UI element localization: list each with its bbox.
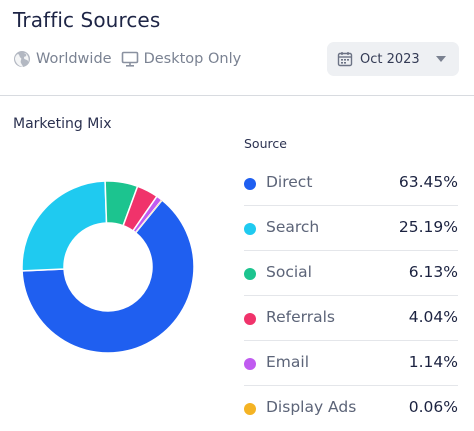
filter-label: Desktop Only — [143, 51, 242, 67]
divider — [0, 95, 474, 96]
globe-icon — [14, 51, 30, 67]
slice-search[interactable] — [21, 180, 108, 272]
filter-bar: Worldwide Desktop Only — [13, 48, 241, 70]
page-title: Traffic Sources — [13, 8, 161, 32]
slice-direct[interactable] — [21, 199, 195, 354]
legend-label: Search — [266, 218, 320, 236]
legend-row[interactable]: Social 6.13% — [244, 251, 458, 296]
legend-header: Source — [244, 136, 287, 151]
date-dropdown[interactable]: Oct 2023 — [327, 42, 459, 76]
legend-value: 25.19% — [398, 218, 458, 236]
chevron-down-icon — [436, 56, 446, 62]
legend-value: 4.04% — [408, 308, 458, 326]
legend-dot — [244, 178, 256, 190]
section-title: Marketing Mix — [13, 116, 112, 132]
legend-dot — [244, 223, 256, 235]
legend-value: 6.13% — [408, 263, 458, 281]
legend-dot — [244, 268, 256, 280]
legend-value: 0.06% — [408, 398, 458, 416]
legend-dot — [244, 313, 256, 325]
legend-row[interactable]: Referrals 4.04% — [244, 296, 458, 341]
filter-worldwide[interactable]: Worldwide — [13, 50, 112, 68]
calendar-icon — [337, 52, 353, 67]
legend-dot — [244, 358, 256, 370]
legend-label: Social — [266, 263, 312, 281]
legend-dot — [244, 403, 256, 415]
donut-chart — [21, 180, 195, 354]
legend-value: 63.45% — [398, 173, 458, 191]
legend-label: Direct — [266, 173, 313, 191]
legend-label: Referrals — [266, 308, 335, 326]
legend-row[interactable]: Direct 63.45% — [244, 161, 458, 206]
date-label: Oct 2023 — [360, 51, 420, 67]
legend-value: 1.14% — [408, 353, 458, 371]
slice-email[interactable] — [131, 195, 163, 234]
slice-display-ads[interactable] — [135, 199, 163, 233]
legend-row[interactable]: Email 1.14% — [244, 341, 458, 386]
legend: Source Direct 63.45% Search 25.19% Social 6.1… — [244, 130, 458, 431]
legend-label: Email — [266, 353, 310, 371]
legend-label: Display Ads — [266, 398, 357, 416]
monitor-icon — [121, 51, 138, 67]
header: Traffic Sources Worldwide Desktop Only — [0, 0, 474, 95]
filter-device[interactable]: Desktop Only — [121, 50, 242, 68]
legend-row[interactable]: Search 25.19% — [244, 206, 458, 251]
legend-row[interactable]: Display Ads 0.06% — [244, 386, 458, 431]
legend-rows: Direct 63.45% Search 25.19% Social 6.13% Refer… — [244, 161, 458, 431]
filter-label: Worldwide — [36, 51, 112, 67]
